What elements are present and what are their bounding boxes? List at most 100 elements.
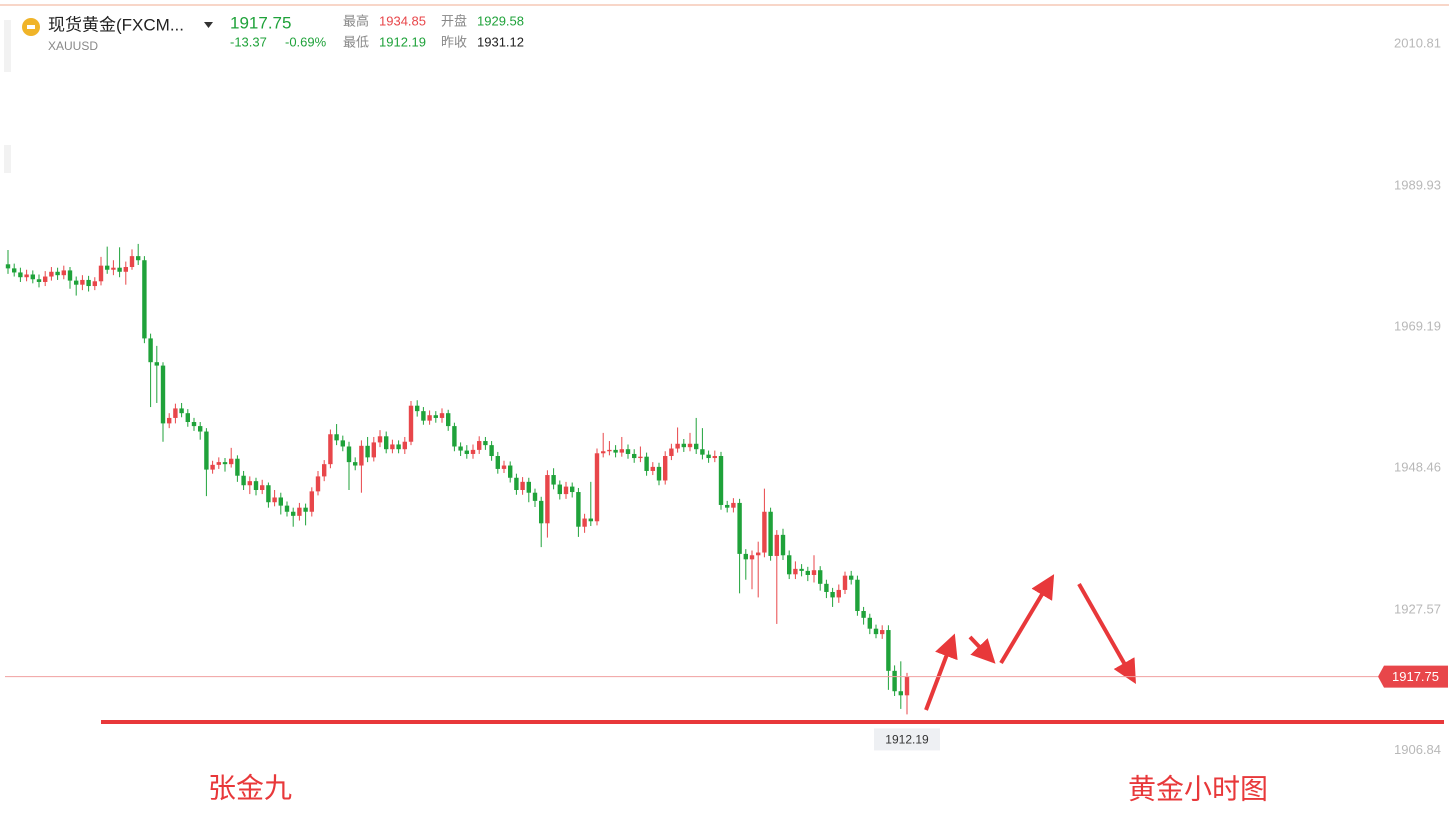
candle-body [793, 568, 798, 575]
candle-body [904, 676, 910, 696]
high-label: 最高 [343, 13, 369, 28]
candle-body [811, 570, 817, 575]
candle-body [129, 256, 135, 268]
low-value: 1912.19 [379, 34, 426, 49]
candle-body [421, 411, 426, 421]
candle-body [619, 449, 624, 453]
candle-body [284, 505, 290, 512]
candle-body [539, 500, 544, 524]
candle-body [309, 491, 314, 512]
y-tick-label: 1906.84 [1394, 742, 1441, 757]
candle-body [799, 568, 804, 571]
prev-close-label: 昨收 [441, 34, 467, 49]
candle-body [601, 451, 606, 454]
candle-body [74, 280, 79, 285]
candle-body [650, 466, 655, 471]
candle-body [384, 436, 389, 450]
arrow [999, 574, 1055, 665]
candle-body [483, 441, 488, 446]
last-price: 1917.75 [230, 13, 291, 32]
candle-body [24, 274, 29, 278]
candle-body [805, 570, 810, 575]
candle-body [557, 484, 562, 495]
candle-body [179, 408, 184, 414]
candle-body [818, 570, 823, 584]
y-tick-label: 2010.81 [1394, 35, 1441, 50]
y-tick-label: 1948.46 [1394, 459, 1441, 474]
candle-body [427, 415, 432, 421]
candle-body [489, 445, 494, 457]
candle-body [446, 413, 451, 427]
candle-body [272, 497, 277, 503]
candle-body [824, 583, 829, 592]
candle-body [731, 502, 736, 508]
symbol-code: XAUUSD [48, 39, 98, 53]
low-marker-label: 1912.19 [885, 733, 929, 747]
candle-body [86, 279, 91, 287]
candle-body [855, 579, 860, 612]
candle-body [892, 670, 897, 692]
candle-body [148, 338, 153, 363]
candle-body [241, 475, 246, 486]
candle-body [334, 434, 339, 441]
y-tick-label: 1969.19 [1394, 318, 1441, 333]
candle-body [142, 260, 147, 339]
candle-body [30, 274, 35, 280]
candle-body [681, 443, 686, 448]
candle-body [123, 267, 128, 272]
candle-body [204, 431, 209, 470]
candle-body [439, 413, 445, 418]
candle-body [656, 466, 662, 481]
candle-body [867, 617, 872, 629]
candle-body [501, 465, 507, 469]
candle-body [136, 256, 141, 261]
candle-body [185, 413, 190, 423]
candle-body [297, 507, 302, 516]
arrow [1077, 583, 1136, 684]
candle-body [18, 272, 23, 278]
candle-body [253, 481, 259, 490]
candle-body [167, 417, 172, 424]
candle-body [663, 456, 668, 481]
high-value: 1934.85 [379, 13, 426, 28]
change-pct: -0.69% [285, 34, 327, 49]
candle-body [291, 511, 296, 516]
candle-body [154, 362, 159, 366]
candle-body [780, 534, 786, 556]
candle-body [80, 279, 85, 285]
candle-body [43, 276, 48, 282]
symbol-name[interactable]: 现货黄金(FXCM... [48, 15, 184, 34]
candle-body [117, 267, 122, 272]
candle-body [353, 462, 358, 466]
candle-body [718, 456, 724, 505]
candle-body [371, 442, 376, 458]
candle-body [638, 456, 643, 459]
candle-body [687, 443, 693, 448]
candle-body [328, 434, 333, 465]
change: -13.37 [230, 34, 267, 49]
candle-body [390, 444, 395, 450]
candle-body [743, 553, 748, 560]
candle-body [787, 555, 792, 575]
y-tick-label: 1989.93 [1394, 177, 1441, 192]
candle-body [191, 422, 197, 427]
candle-body [322, 464, 327, 477]
candle-body [737, 502, 742, 554]
last-price-label: 1917.75 [1392, 669, 1439, 684]
candle-body [92, 281, 97, 287]
candle-body [613, 449, 618, 453]
candle-body [700, 449, 705, 455]
candle-body [222, 462, 228, 465]
dropdown-arrow[interactable] [204, 22, 213, 28]
annotation: 黄金小时图 [1128, 773, 1268, 804]
candle-body [377, 436, 383, 443]
candle-body [346, 446, 352, 463]
arrow [924, 633, 958, 711]
candle-body [340, 440, 345, 447]
candle-body [570, 486, 575, 493]
low-label: 最低 [343, 34, 369, 49]
candle-body [526, 481, 531, 493]
candle-body [768, 511, 773, 556]
candle-body [576, 492, 581, 527]
